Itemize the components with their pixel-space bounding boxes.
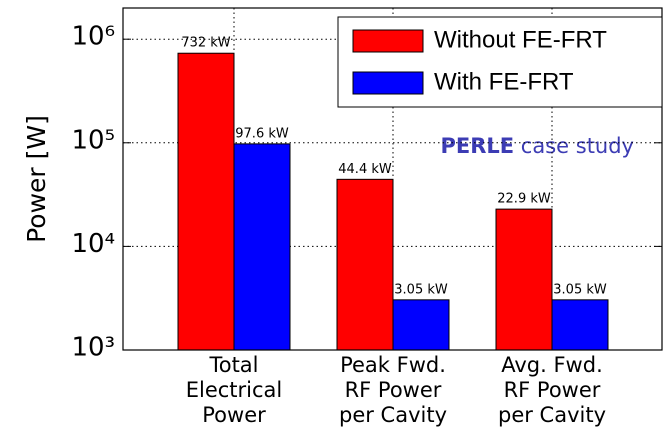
x-tick-label: per Cavity: [498, 403, 606, 427]
bar: [336, 178, 394, 351]
value-label: 22.9 kW: [497, 192, 551, 207]
x-tick-label: Total: [208, 353, 258, 377]
annotation: PERLE case study: [440, 134, 634, 158]
bar: [551, 299, 609, 351]
x-tick-label: RF Power: [345, 378, 442, 402]
bar: [177, 52, 235, 351]
x-tick-label: per Cavity: [339, 403, 447, 427]
annotation-bold: PERLE: [440, 134, 514, 158]
value-label: 44.4 kW: [338, 162, 392, 177]
value-label: 732 kW: [181, 36, 230, 51]
y-tick-label: 10³: [71, 333, 115, 363]
y-tick-label: 10⁶: [71, 22, 115, 52]
y-tick-label: 10⁵: [71, 125, 115, 155]
legend-swatch: [352, 29, 424, 53]
x-tick-label: RF Power: [504, 378, 601, 402]
legend-swatch: [352, 71, 424, 95]
value-label: 97.6 kW: [235, 126, 289, 141]
annotation-text: case study: [521, 134, 634, 158]
legend-label: With FE-FRT: [434, 68, 574, 95]
bar: [495, 208, 553, 351]
x-tick-label: Peak Fwd.: [340, 353, 446, 377]
x-tick-label: Power: [202, 403, 266, 427]
bar: [392, 299, 450, 351]
y-axis-label: Power [W]: [22, 115, 51, 243]
bar: [233, 143, 291, 351]
value-label: 3.05 kW: [553, 282, 607, 297]
plot-frame: [122, 7, 663, 351]
legend-label: Without FE-FRT: [434, 26, 607, 53]
value-label: 3.05 kW: [394, 282, 448, 297]
x-tick-label: Avg. Fwd.: [501, 353, 603, 377]
y-tick-label: 10⁴: [71, 229, 115, 259]
x-tick-label: Electrical: [186, 378, 283, 402]
